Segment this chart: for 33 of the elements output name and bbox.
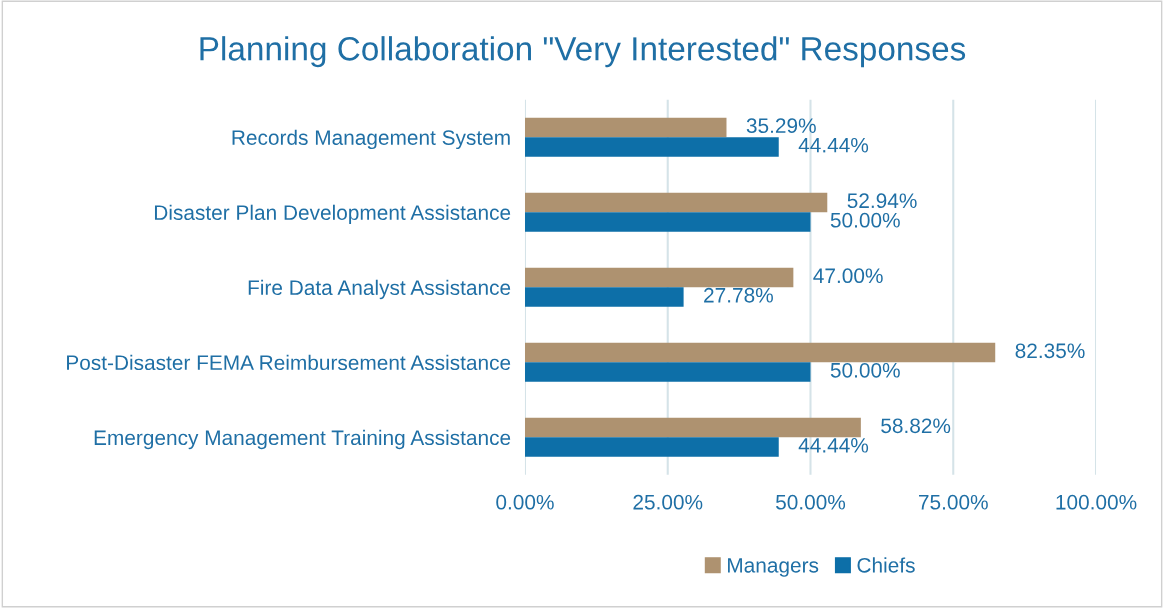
data-label: 44.44% (798, 137, 869, 153)
chart-title: Planning Collaboration "Very Interested" Responses (200, 36, 966, 68)
x-tick-label: 50.00% (776, 494, 846, 510)
bar (524, 137, 779, 157)
bar (524, 267, 794, 288)
data-label: 58.82% (881, 418, 951, 434)
legend-label: Managers (728, 558, 819, 577)
bar (524, 437, 779, 457)
bar (524, 117, 727, 138)
data-label: 52.94% (847, 193, 917, 209)
bar (524, 192, 828, 213)
y-tick-label: Emergency Management Training Assistance (94, 429, 511, 450)
y-tick-label: Fire Data Analyst Assistance (248, 279, 511, 300)
data-label: 82.35% (1015, 343, 1085, 359)
data-label: 35.29% (746, 118, 816, 134)
bar (524, 362, 811, 382)
x-tick-label: 100.00% (1056, 494, 1137, 510)
x-tick-label: 75.00% (919, 494, 988, 510)
bar (524, 417, 861, 438)
data-label: 44.44% (798, 438, 869, 453)
legend-label: Chiefs (857, 557, 915, 573)
y-tick-label: Post-Disaster FEMA Reimbursement Assistance (67, 354, 511, 371)
bar (524, 287, 684, 307)
bar (524, 342, 996, 363)
data-label: 50.00% (830, 362, 900, 378)
x-tick-label: 0.00% (496, 494, 554, 510)
bar (524, 212, 811, 232)
y-tick-label: Disaster Plan Development Assistance (154, 204, 511, 225)
data-label: 47.00% (813, 268, 883, 284)
data-label: 27.78% (704, 287, 773, 303)
data-label: 50.00% (830, 212, 900, 228)
y-tick-label: Records Management System (232, 129, 510, 150)
x-tick-label: 25.00% (633, 494, 703, 510)
